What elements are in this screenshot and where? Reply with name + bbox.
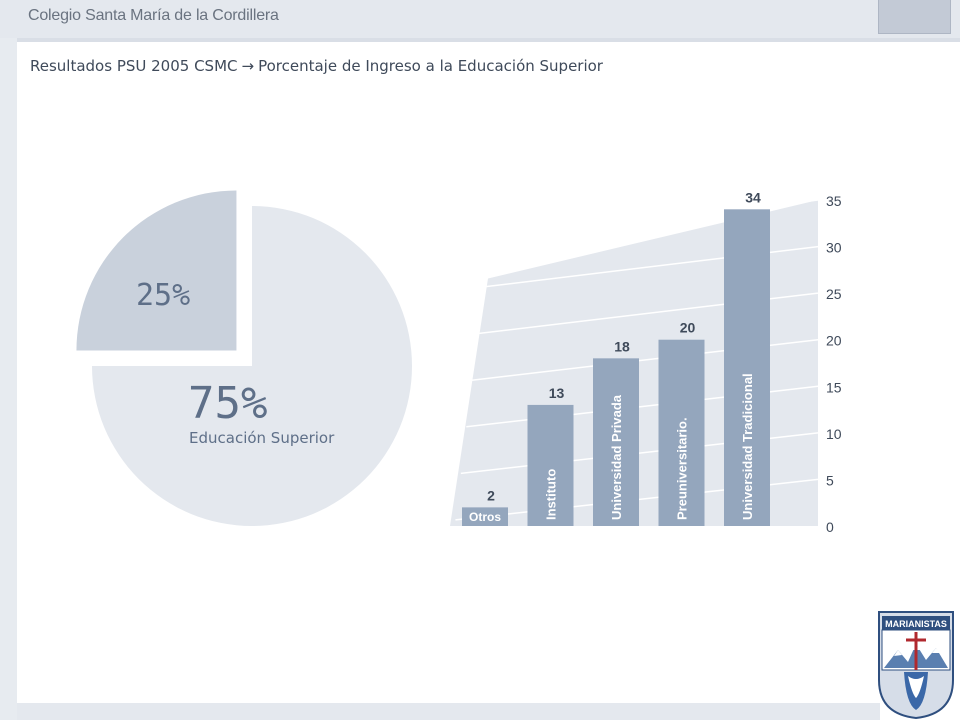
bar-value-otros: 2 (487, 487, 495, 503)
left-bar (0, 38, 17, 720)
bar-label-instituto: Instituto (544, 469, 559, 520)
pie-slice-educacion-superior (92, 206, 412, 526)
bar-value-universidad-tradicional: 34 (745, 189, 761, 205)
bar-label-preuniversitario: Preuniversitario. (675, 417, 690, 520)
bar-universidad-privada (593, 358, 639, 526)
y-tick-0: 0 (826, 519, 834, 535)
y-tick-20: 20 (826, 333, 842, 349)
y-tick-30: 30 (826, 240, 842, 256)
bar-otros (462, 507, 508, 526)
y-tick-15: 15 (826, 379, 842, 395)
school-crest-logo: MARIANISTAS (878, 611, 954, 720)
y-tick-25: 25 (826, 286, 842, 302)
bar-instituto (527, 404, 574, 526)
crest-banner-text: MARIANISTAS (885, 619, 947, 629)
bar-value-instituto: 13 (549, 385, 565, 401)
arrow-icon: → (241, 57, 255, 75)
bar-label-otros: Otros (469, 510, 501, 524)
slide-title-left: Resultados PSU 2005 CSMC (30, 57, 238, 75)
top-bar: Colegio Santa María de la Cordillera (0, 0, 960, 38)
header-rule (0, 38, 960, 42)
bar-value-universidad-privada: 18 (614, 338, 630, 354)
gridline-35 (487, 199, 819, 242)
y-tick-35: 35 (826, 193, 842, 209)
school-name: Colegio Santa María de la Cordillera (28, 7, 279, 24)
bar-label-universidad-tradicional: Universidad Tradicional (740, 373, 755, 520)
bottom-bar (17, 703, 880, 720)
bar-preuniversitario (658, 339, 705, 526)
bar-label-universidad-privada: Universidad Privada (609, 394, 624, 520)
top-right-square (878, 0, 951, 34)
pie-label-educacion-superior: Educación Superior (189, 429, 335, 447)
pie-label-25: 25% (136, 278, 190, 313)
bar-value-preuniversitario: 20 (680, 320, 696, 336)
pie-slice-other (76, 190, 237, 351)
y-tick-10: 10 (826, 426, 842, 442)
bar-universidad-tradicional (724, 209, 770, 527)
slide-title-right: Porcentaje de Ingreso a la Educación Sup… (258, 57, 603, 75)
slide-title: Resultados PSU 2005 CSMC → Porcentaje de I… (30, 57, 603, 75)
y-tick-5: 5 (826, 472, 834, 488)
pie-label-75: 75% (188, 378, 267, 429)
